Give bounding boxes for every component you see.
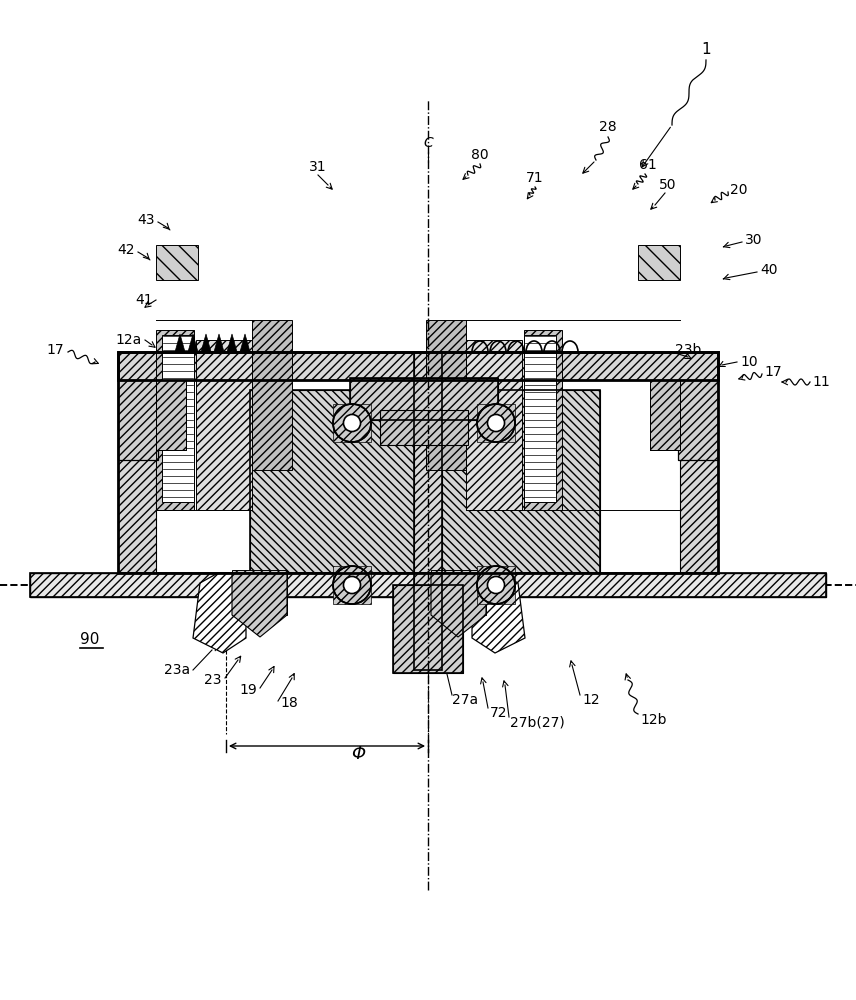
Polygon shape (201, 334, 211, 352)
Bar (118, 380, 158, 460)
Text: 30: 30 (745, 233, 763, 247)
Text: 41: 41 (135, 293, 153, 307)
Bar (524, 335, 556, 502)
Bar (524, 330, 562, 510)
Bar (196, 340, 252, 510)
Polygon shape (240, 334, 250, 352)
Bar (431, 570, 486, 615)
Bar (156, 245, 198, 280)
Polygon shape (232, 573, 287, 637)
Bar (650, 380, 680, 450)
Text: 31: 31 (309, 160, 327, 174)
Bar (118, 352, 718, 380)
Text: 12b: 12b (640, 713, 667, 727)
Bar (156, 330, 194, 510)
Polygon shape (253, 334, 263, 352)
Text: 27b(27): 27b(27) (510, 716, 565, 730)
Text: 72: 72 (490, 706, 508, 720)
Text: C: C (423, 136, 433, 150)
Bar (30, 573, 826, 597)
Text: 80: 80 (471, 148, 489, 162)
Bar (414, 352, 442, 670)
Bar (118, 352, 718, 573)
Polygon shape (214, 334, 224, 352)
Text: 11: 11 (812, 375, 829, 389)
Bar (118, 380, 156, 573)
Bar (350, 378, 498, 420)
Text: 43: 43 (138, 213, 155, 227)
Bar (650, 380, 680, 450)
Circle shape (487, 414, 504, 432)
Polygon shape (175, 334, 185, 352)
Text: 18: 18 (280, 696, 298, 710)
Text: 17: 17 (764, 365, 782, 379)
Text: 12: 12 (582, 693, 599, 707)
Text: 90: 90 (80, 633, 99, 648)
Polygon shape (188, 334, 198, 352)
Text: 12a: 12a (116, 333, 142, 347)
Polygon shape (431, 573, 486, 637)
Text: 50: 50 (659, 178, 677, 192)
Bar (333, 404, 371, 442)
Bar (426, 320, 466, 470)
Text: 20: 20 (730, 183, 747, 197)
Bar (118, 380, 158, 460)
Text: 23a: 23a (163, 663, 190, 677)
Bar (638, 245, 680, 280)
Text: 28: 28 (599, 120, 617, 134)
Bar (333, 566, 371, 604)
Circle shape (487, 576, 504, 594)
Bar (678, 380, 718, 460)
Polygon shape (193, 573, 246, 653)
Text: 19: 19 (239, 683, 257, 697)
Bar (118, 352, 718, 380)
Circle shape (343, 576, 360, 594)
Circle shape (343, 414, 360, 432)
Bar (466, 340, 522, 510)
Bar (30, 573, 826, 597)
Bar (393, 585, 463, 673)
Text: 23b: 23b (675, 343, 701, 357)
Text: 23: 23 (205, 673, 222, 687)
Text: 42: 42 (117, 243, 135, 257)
Bar (250, 390, 600, 573)
Text: 17: 17 (46, 343, 64, 357)
Bar (380, 410, 468, 445)
Bar (156, 380, 186, 450)
Bar (252, 320, 292, 470)
Text: 71: 71 (526, 171, 544, 185)
Bar (414, 352, 442, 670)
Bar (393, 585, 463, 673)
Text: 1: 1 (701, 42, 710, 57)
Polygon shape (227, 334, 237, 352)
Polygon shape (472, 573, 525, 653)
Text: 40: 40 (760, 263, 777, 277)
Text: 10: 10 (740, 355, 758, 369)
Bar (350, 378, 498, 420)
Bar (232, 570, 287, 615)
Text: 61: 61 (639, 158, 657, 172)
Bar (477, 404, 515, 442)
Bar (156, 380, 186, 450)
Bar (680, 380, 718, 573)
Bar (477, 566, 515, 604)
Bar (250, 390, 600, 573)
Bar (162, 335, 194, 502)
Text: 27a: 27a (452, 693, 479, 707)
Bar (678, 380, 718, 460)
Text: Φ: Φ (351, 745, 365, 763)
